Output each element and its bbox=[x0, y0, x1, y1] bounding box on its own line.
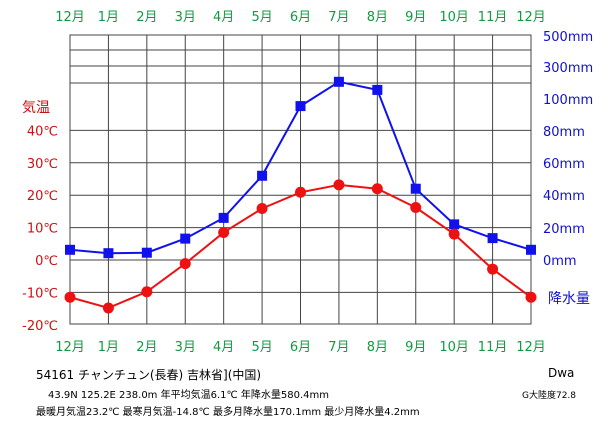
month-label-bottom: 1月 bbox=[98, 340, 119, 355]
temperature-point bbox=[371, 183, 383, 195]
month-label-bottom: 6月 bbox=[290, 340, 311, 355]
temperature-tick-label: 10℃ bbox=[27, 222, 58, 237]
month-label-top: 5月 bbox=[251, 10, 272, 25]
temperature-point bbox=[64, 291, 76, 303]
temperature-point bbox=[141, 286, 153, 298]
month-label-bottom: 10月 bbox=[439, 340, 469, 355]
temperature-series bbox=[64, 179, 537, 314]
temperature-point bbox=[218, 226, 230, 238]
precipitation-point bbox=[218, 212, 229, 223]
precipitation-tick-label: 60mm bbox=[543, 157, 585, 172]
month-label-bottom: 12月 bbox=[55, 340, 85, 355]
month-label-bottom: 4月 bbox=[213, 340, 234, 355]
precipitation-tick-label: 20mm bbox=[543, 222, 585, 237]
precipitation-point bbox=[372, 84, 383, 95]
precipitation-point bbox=[141, 247, 152, 258]
precipitation-point bbox=[295, 101, 306, 112]
month-label-bottom: 8月 bbox=[367, 340, 388, 355]
precipitation-tick-label: 0mm bbox=[543, 254, 577, 269]
month-label-top: 7月 bbox=[328, 10, 349, 25]
precipitation-tick-label: 80mm bbox=[543, 125, 585, 140]
precipitation-point bbox=[526, 244, 536, 255]
month-label-bottom: 2月 bbox=[136, 340, 157, 355]
precipitation-point bbox=[487, 233, 498, 244]
temperature-tick-label: 30℃ bbox=[27, 157, 58, 172]
temperature-point bbox=[179, 258, 191, 270]
precipitation-tick-label: 300mm bbox=[543, 61, 593, 76]
temperature-point bbox=[410, 202, 422, 214]
month-label-bottom: 9月 bbox=[405, 340, 426, 355]
monthly-extremes: 最暖月気温23.2℃ 最寒月気温-14.8℃ 最多月降水量170.1mm 最少月… bbox=[36, 407, 420, 418]
month-label-top: 1月 bbox=[98, 10, 119, 25]
bottom-month-labels: 12月 1月 2月 3月 4月 5月 6月 7月 8月 9月 10月 11月 12月 bbox=[55, 340, 546, 355]
temperature-tick-label: 0℃ bbox=[35, 254, 58, 269]
precipitation-point bbox=[257, 170, 268, 181]
precipitation-point bbox=[449, 219, 460, 230]
precipitation-tick-label: 100mm bbox=[543, 93, 593, 108]
precipitation-tick-label: 500mm bbox=[543, 30, 593, 45]
month-label-top: 10月 bbox=[439, 10, 469, 25]
top-month-labels: 12月 1月 2月 3月 4月 5月 6月 7月 8月 9月 10月 11月 12月 bbox=[55, 10, 546, 25]
precipitation-point bbox=[333, 76, 344, 87]
precipitation-series bbox=[65, 76, 536, 259]
month-label-bottom: 3月 bbox=[175, 340, 196, 355]
temperature-axis-title: 気温 bbox=[22, 100, 50, 116]
temperature-point bbox=[448, 228, 460, 240]
month-label-top: 12月 bbox=[55, 10, 85, 25]
station-summary: 43.9N 125.2E 238.0m 年平均気温6.1℃ 年降水量580.4m… bbox=[48, 390, 330, 401]
station-title: 54161 チャンチュン(長春) 吉林省](中国) bbox=[36, 368, 262, 382]
month-label-top: 11月 bbox=[478, 10, 508, 25]
precipitation-point bbox=[410, 183, 421, 194]
temperature-point bbox=[256, 202, 268, 214]
temperature-point bbox=[487, 263, 499, 275]
precipitation-point bbox=[180, 233, 191, 244]
precipitation-point bbox=[103, 248, 114, 259]
month-label-top: 4月 bbox=[213, 10, 234, 25]
precipitation-point bbox=[65, 244, 75, 255]
month-label-bottom: 11月 bbox=[478, 340, 508, 355]
continentality-index: G大陸度72.8 bbox=[522, 391, 577, 401]
temperature-tick-label: -20℃ bbox=[22, 319, 58, 334]
month-label-top: 8月 bbox=[367, 10, 388, 25]
month-label-top: 6月 bbox=[290, 10, 311, 25]
month-label-bottom: 5月 bbox=[251, 340, 272, 355]
precipitation-axis-ticks: 0mm 20mm 40mm 60mm 80mm 100mm 300mm 500mm bbox=[543, 30, 593, 269]
month-label-top: 3月 bbox=[175, 10, 196, 25]
month-label-bottom: 7月 bbox=[328, 340, 349, 355]
temperature-axis-ticks: -20℃ -10℃ 0℃ 10℃ 20℃ 30℃ 40℃ bbox=[22, 124, 58, 333]
month-label-top: 2月 bbox=[136, 10, 157, 25]
climate-class: Dwa bbox=[548, 366, 575, 380]
temperature-tick-label: -10℃ bbox=[22, 286, 58, 301]
temperature-point bbox=[333, 179, 345, 191]
month-label-top: 12月 bbox=[516, 10, 546, 25]
temperature-tick-label: 20℃ bbox=[27, 189, 58, 204]
temperature-point bbox=[102, 302, 114, 314]
precipitation-axis-title: 降水量 bbox=[548, 291, 590, 307]
temperature-point bbox=[525, 291, 537, 303]
precipitation-tick-label: 40mm bbox=[543, 189, 585, 204]
temperature-point bbox=[295, 186, 306, 198]
temperature-tick-label: 40℃ bbox=[27, 124, 58, 139]
month-label-bottom: 12月 bbox=[516, 340, 546, 355]
month-label-top: 9月 bbox=[405, 10, 426, 25]
